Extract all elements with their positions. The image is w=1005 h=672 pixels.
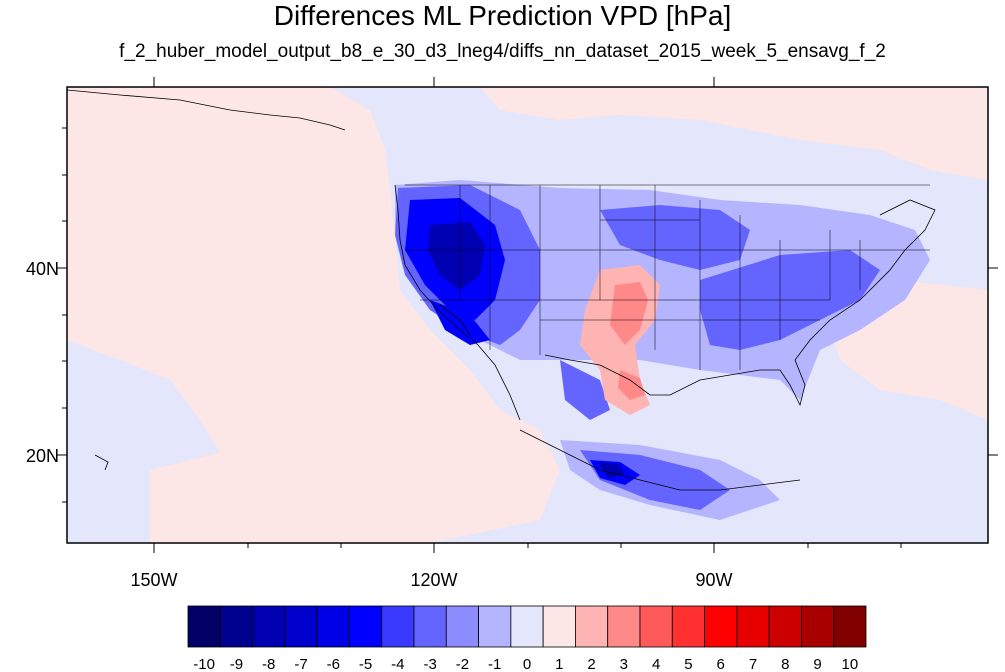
map-plot-area	[67, 87, 988, 543]
lon-label-150w: 150W	[130, 570, 177, 590]
lat-label-20n: 20N	[26, 446, 59, 466]
colorbar-label: 10	[842, 656, 859, 672]
lat-ticks	[57, 127, 998, 503]
colorbar-box	[381, 605, 415, 648]
colorbar-box	[833, 605, 867, 648]
colorbar-box	[478, 605, 512, 648]
colorbar-label: -2	[456, 656, 469, 672]
colorbar-label: -6	[327, 656, 340, 672]
colorbar-label: 5	[684, 656, 692, 672]
colorbar-box	[671, 605, 705, 648]
colorbar-label: 9	[813, 656, 821, 672]
colorbar-box	[349, 605, 383, 648]
lat-label-40n: 40N	[26, 259, 59, 279]
colorbar-box	[445, 605, 479, 648]
colorbar-label: -4	[391, 656, 404, 672]
colorbar-label: 8	[781, 656, 789, 672]
colorbar-label: -9	[230, 656, 243, 672]
darkest-blue-regions	[428, 222, 625, 478]
colorbar-box	[607, 605, 641, 648]
map-title: Differences ML Prediction VPD [hPa]	[273, 0, 732, 31]
colorbar-label: 4	[652, 656, 660, 672]
colorbar-box	[639, 605, 673, 648]
colorbar-label: -3	[423, 656, 436, 672]
colorbar-box	[768, 605, 802, 648]
colorbar-box	[510, 605, 544, 648]
colorbar: -10 -9 -8 -7 -6 -5 -4 -3 -2 -1 0 1 2 3 4 5 6 7 8 9 10	[187, 605, 867, 672]
colorbar-label: -8	[262, 656, 275, 672]
lon-label-120w: 120W	[410, 570, 457, 590]
colorbar-box	[575, 605, 609, 648]
lon-ticks	[153, 77, 902, 553]
colorbar-label: -5	[359, 656, 372, 672]
colorbar-label: -10	[193, 656, 215, 672]
colorbar-label: 2	[587, 656, 595, 672]
colorbar-label: 6	[717, 656, 725, 672]
colorbar-box	[284, 605, 318, 648]
colorbar-box	[413, 605, 447, 648]
colorbar-label: -7	[294, 656, 307, 672]
map-subtitle: f_2_huber_model_output_b8_e_30_d3_lneg4/…	[119, 41, 886, 62]
colorbar-label: 1	[555, 656, 563, 672]
colorbar-box	[542, 605, 576, 648]
colorbar-box	[704, 605, 738, 648]
colorbar-box	[736, 605, 770, 648]
colorbar-box	[219, 605, 253, 648]
colorbar-label: 0	[523, 656, 531, 672]
colorbar-box	[801, 605, 835, 648]
colorbar-box	[187, 605, 221, 648]
colorbar-label: -1	[488, 656, 501, 672]
positive-difference-regions	[67, 87, 988, 543]
lon-label-90w: 90W	[695, 570, 732, 590]
state-boundaries	[405, 184, 930, 370]
colorbar-label: 7	[749, 656, 757, 672]
colorbar-box	[316, 605, 350, 648]
coastlines	[67, 89, 936, 491]
colorbar-label: 3	[620, 656, 628, 672]
colorbar-box	[252, 605, 286, 648]
